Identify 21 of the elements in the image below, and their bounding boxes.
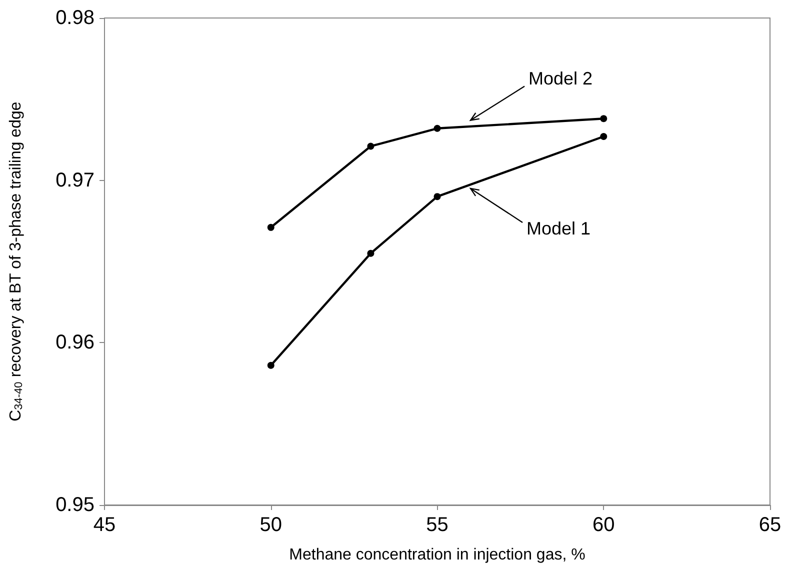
y-tick-label: 0.97 (56, 169, 94, 192)
point (600, 115, 608, 122)
point (367, 250, 374, 257)
y-tick-label: 0.98 (56, 7, 94, 29)
y-tick-label: 0.95 (56, 494, 94, 516)
annotation: Model 2 (528, 68, 593, 88)
point (600, 133, 608, 140)
x-tick-label: 55 (426, 514, 448, 536)
x-tick-label: 45 (93, 514, 116, 536)
annotation: Model 1 (526, 218, 591, 238)
x-axis-title: Methane concentration in injection gas, % (289, 546, 586, 564)
point (434, 124, 441, 132)
point (267, 224, 274, 231)
point (267, 362, 274, 369)
x-tick-label: 50 (260, 514, 282, 536)
x-tick-label: 60 (592, 514, 615, 536)
y-tick-label: 0.96 (56, 332, 94, 354)
y-axis-title: C34-40 recovery at BT of 3-phase trailing edge (8, 102, 25, 422)
point (434, 193, 441, 200)
x-tick-label: 65 (758, 514, 782, 536)
point (367, 142, 374, 150)
